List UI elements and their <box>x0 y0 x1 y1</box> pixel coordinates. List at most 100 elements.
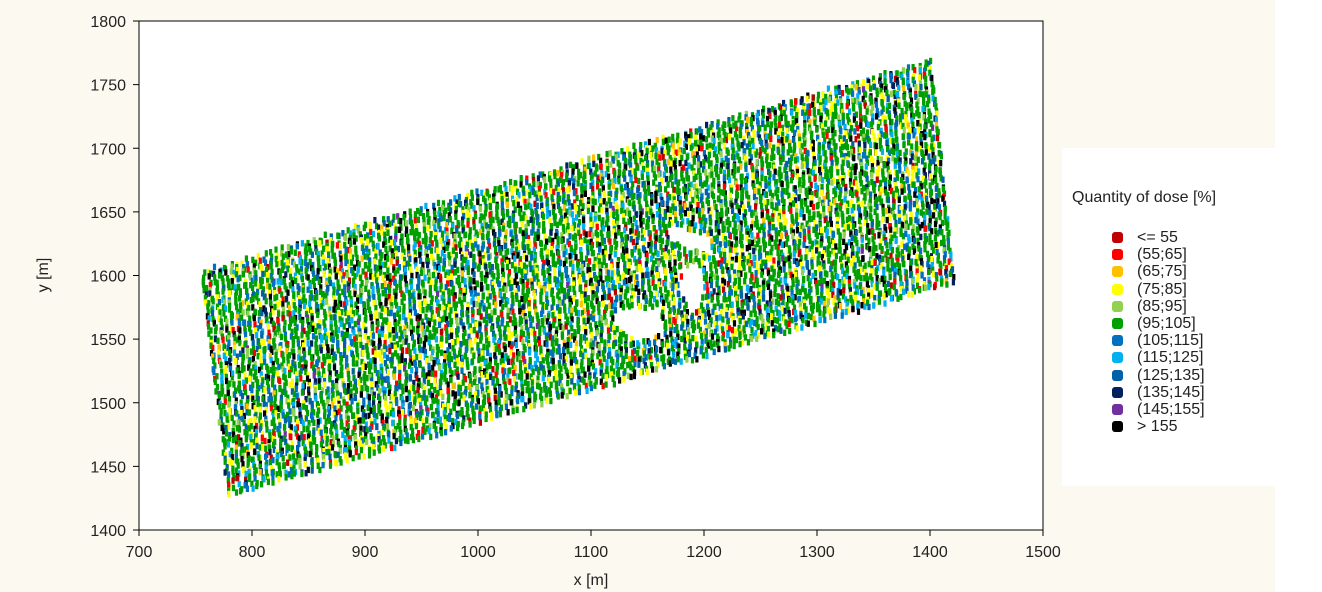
data-point <box>654 235 658 242</box>
data-point <box>550 241 554 249</box>
data-point <box>482 258 486 265</box>
data-point <box>488 211 492 219</box>
data-point <box>528 183 532 190</box>
data-point <box>362 248 366 255</box>
data-point <box>272 390 276 397</box>
data-point <box>624 234 628 241</box>
data-point <box>439 429 444 437</box>
data-point <box>241 347 245 354</box>
data-point <box>527 387 531 394</box>
data-point <box>462 415 466 422</box>
data-point <box>380 283 384 290</box>
data-point <box>487 389 491 396</box>
data-point <box>599 179 604 187</box>
data-point <box>266 478 270 486</box>
data-point <box>500 320 504 327</box>
data-point <box>309 290 313 297</box>
data-point <box>579 252 583 259</box>
data-point <box>466 363 470 371</box>
data-point <box>358 231 362 238</box>
data-point <box>472 326 476 334</box>
data-point <box>284 438 288 446</box>
data-point <box>368 358 372 365</box>
data-point <box>291 286 295 293</box>
data-point <box>351 454 355 462</box>
data-point <box>224 365 228 372</box>
data-point <box>486 335 490 342</box>
data-point <box>592 154 596 161</box>
data-point <box>327 417 332 424</box>
data-point <box>363 317 367 324</box>
data-point <box>241 446 245 453</box>
data-point <box>545 254 549 261</box>
data-point <box>574 346 578 353</box>
data-point <box>315 445 319 452</box>
data-point <box>307 386 311 393</box>
data-point <box>329 427 333 435</box>
data-point <box>215 279 219 286</box>
data-point <box>557 296 561 303</box>
data-point <box>582 176 586 183</box>
data-point <box>513 180 517 187</box>
data-point <box>208 290 212 297</box>
data-point <box>570 252 574 259</box>
data-point <box>226 476 230 484</box>
data-point <box>347 439 351 446</box>
data-point <box>296 336 300 343</box>
data-point <box>495 205 499 213</box>
data-point <box>533 257 537 265</box>
data-point <box>556 197 560 205</box>
data-point <box>233 404 237 411</box>
data-point <box>330 348 334 355</box>
data-point <box>511 213 515 220</box>
data-point <box>522 244 526 251</box>
data-point <box>472 258 476 265</box>
data-point <box>609 210 614 218</box>
data-point <box>537 336 541 343</box>
data-point <box>322 402 326 410</box>
data-point <box>536 181 540 188</box>
data-point <box>339 320 343 327</box>
data-point <box>584 352 588 360</box>
data-point <box>241 461 245 468</box>
data-point <box>255 442 259 450</box>
data-point <box>398 373 402 380</box>
data-point <box>377 343 381 350</box>
data-point <box>361 350 365 357</box>
data-point <box>273 294 277 302</box>
data-point <box>571 168 575 175</box>
data-point <box>239 307 243 314</box>
data-point <box>393 222 397 230</box>
data-point <box>436 346 440 354</box>
data-point <box>470 202 474 209</box>
data-point <box>537 340 542 347</box>
data-point <box>630 189 634 197</box>
data-point <box>232 341 237 348</box>
data-point <box>473 337 477 345</box>
data-point <box>543 340 547 347</box>
data-point <box>463 329 467 336</box>
data-point <box>533 396 537 404</box>
data-point <box>533 237 537 244</box>
data-point <box>507 273 511 280</box>
data-point <box>428 423 432 430</box>
data-point <box>414 262 418 269</box>
data-point <box>556 170 560 177</box>
data-point <box>331 435 335 442</box>
data-point <box>366 238 370 245</box>
data-point <box>637 361 641 368</box>
data-point <box>246 461 250 468</box>
data-point <box>413 361 418 368</box>
data-point <box>308 450 312 458</box>
data-point <box>381 274 385 282</box>
data-point <box>259 363 264 370</box>
data-point <box>213 278 217 286</box>
data-point <box>448 342 452 350</box>
data-point <box>461 216 465 223</box>
data-point <box>238 339 242 347</box>
data-point <box>562 287 567 295</box>
data-point <box>337 440 341 448</box>
data-point <box>445 244 449 252</box>
data-point <box>372 230 376 238</box>
data-point <box>386 274 390 281</box>
